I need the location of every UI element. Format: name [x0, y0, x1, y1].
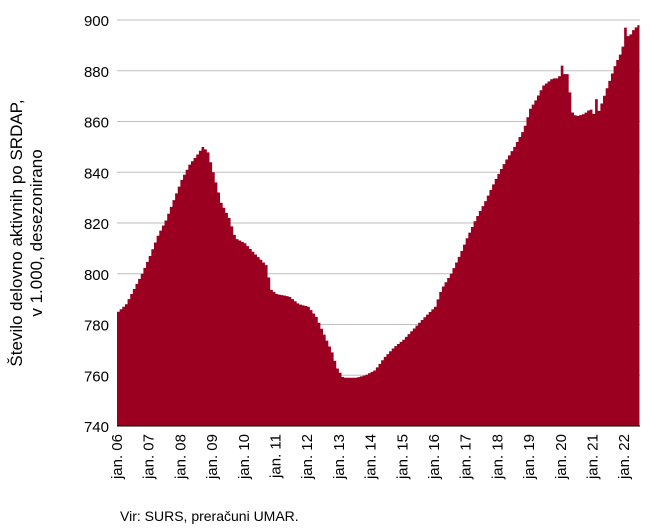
y-tick-label: 820	[84, 216, 109, 233]
x-tick-label: jan. 06	[109, 434, 126, 480]
x-tick-label: jan. 17	[458, 434, 475, 480]
y-tick-label: 780	[84, 318, 109, 335]
x-tick-label: jan. 13	[331, 434, 348, 480]
y-tick-label: 740	[84, 419, 109, 436]
y-tick-label: 800	[84, 267, 109, 284]
y-tick-label: 760	[84, 368, 109, 385]
y-tick-label: 860	[84, 115, 109, 132]
x-tick-label: jan. 21	[584, 434, 601, 480]
x-tick-label: jan. 10	[236, 434, 253, 480]
x-tick-label: jan. 14	[363, 434, 380, 480]
y-tick-label: 840	[84, 165, 109, 182]
x-tick-label: jan. 16	[426, 434, 443, 480]
x-tick-label: jan. 18	[489, 434, 506, 480]
source-note: Vir: SURS, preračuni UMAR.	[120, 508, 299, 524]
y-tick-label: 900	[84, 13, 109, 30]
x-tick-label: jan. 09	[204, 434, 221, 480]
x-tick-label: jan. 08	[172, 434, 189, 480]
x-tick-label: jan. 12	[299, 434, 316, 480]
x-tick-labels: jan. 06 jan. 07 jan. 08 jan. 09 jan. 10 jan. …	[109, 434, 633, 480]
x-tick-label: jan. 07	[141, 434, 158, 480]
y-tick-label: 880	[84, 64, 109, 81]
x-tick-label: jan. 15	[394, 434, 411, 480]
y-axis-label-line-1: Število delovno aktivnih po SRDAP,	[7, 99, 26, 366]
x-tick-label: jan. 20	[553, 434, 570, 480]
y-axis-label-line-2: v 1.000, desezonirano	[27, 149, 46, 316]
x-tick-label: jan. 22	[616, 434, 633, 480]
y-tick-labels: 740 760 780 800 820 840 860 880 900	[84, 13, 109, 436]
area-series	[117, 25, 640, 426]
x-tick-label: jan. 19	[521, 434, 538, 480]
x-tick-label: jan. 11	[267, 434, 284, 479]
